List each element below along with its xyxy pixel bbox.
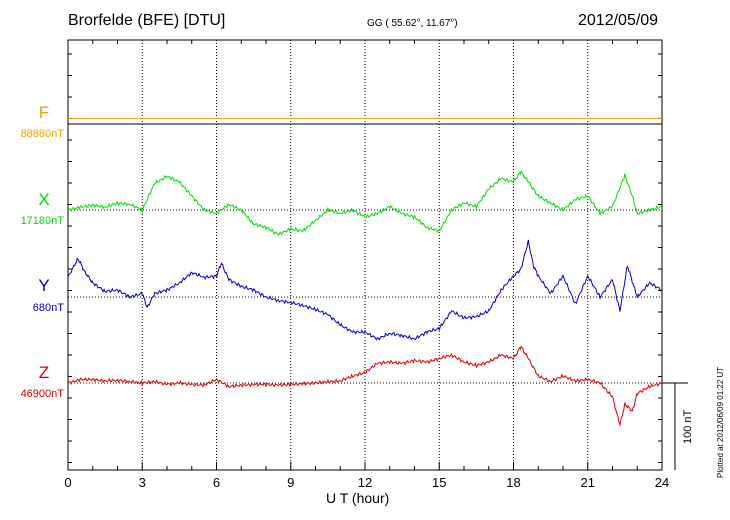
x-tick-label: 24 bbox=[655, 475, 669, 490]
series-line-z bbox=[67, 346, 663, 427]
series-label-z: Z bbox=[39, 363, 49, 382]
baseline-value-y: 680nT bbox=[33, 302, 64, 314]
x-tick-label: 12 bbox=[358, 475, 372, 490]
x-tick-label: 21 bbox=[581, 475, 595, 490]
series-label-f: F bbox=[39, 103, 49, 122]
x-tick-label: 3 bbox=[139, 475, 146, 490]
x-tick-label: 18 bbox=[506, 475, 520, 490]
series-label-x: X bbox=[38, 190, 49, 209]
baseline-value-f: 88880nT bbox=[21, 128, 65, 140]
x-tick-label: 15 bbox=[432, 475, 446, 490]
x-tick-label: 6 bbox=[213, 475, 220, 490]
x-axis-label: U T (hour) bbox=[326, 490, 390, 506]
baseline-value-z: 46900nT bbox=[21, 388, 65, 400]
baseline-value-x: 17180nT bbox=[21, 215, 65, 227]
scale-bar-label: 100 nT bbox=[682, 409, 694, 444]
station-title: Brorfelde (BFE) [DTU] bbox=[68, 12, 226, 29]
plot-frame bbox=[67, 39, 663, 471]
series-label-y: Y bbox=[38, 276, 49, 295]
series-line-x bbox=[67, 170, 663, 236]
station-coordinates: GG ( 55.62°, 11.67°) bbox=[367, 18, 458, 29]
x-tick-label: 9 bbox=[287, 475, 294, 490]
x-tick-label: 0 bbox=[64, 475, 71, 490]
series-line-y bbox=[67, 239, 663, 342]
plotted-timestamp: Plotted at 2012/06/09 01:22 UT bbox=[716, 366, 725, 478]
plot-date: 2012/05/09 bbox=[578, 12, 659, 29]
